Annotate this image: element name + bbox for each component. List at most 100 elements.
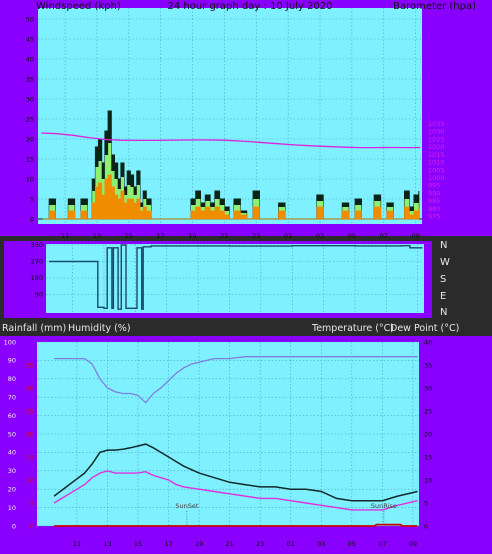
- rain-tick-label: 25: [26, 407, 34, 415]
- barometer-tick-label: 1010: [428, 159, 445, 167]
- wind-x-tick-label: 09: [411, 232, 419, 240]
- wind-y-tick-label: 30: [26, 95, 34, 103]
- rainfall-axis-label: Rainfall (mm): [2, 323, 66, 334]
- bottom-x-tick-label: 07: [378, 540, 386, 548]
- rainfall-series: [54, 523, 418, 527]
- rain-tick-label: 0: [30, 522, 34, 530]
- direction-tick-label: 360: [31, 241, 43, 249]
- humidity-tick-label: 60: [8, 412, 16, 420]
- temperature-tick-label: 25: [424, 407, 432, 415]
- barometer-tick-label: 1000: [428, 174, 445, 182]
- rain-tick-label: 35: [26, 361, 34, 369]
- dewpoint-series: [53, 470, 418, 511]
- bottom-x-tick-label: 23: [256, 540, 264, 548]
- compass-label-w: W: [440, 257, 450, 268]
- wind-y-tick-label: 20: [26, 135, 34, 143]
- wind-y-tick-label: 0: [30, 215, 34, 223]
- bottom-x-tick-label: 05: [348, 540, 356, 548]
- barometer-tick-label: 995: [428, 182, 440, 190]
- temperature-tick-label: 15: [424, 453, 432, 461]
- wind-x-tick-label: 13: [93, 232, 101, 240]
- humidity-tick-label: 100: [4, 338, 16, 346]
- temperature-tick-label: 5: [424, 499, 428, 507]
- humidity-tick-label: 0: [12, 522, 16, 530]
- bottom-x-tick-label: 17: [164, 540, 172, 548]
- rain-tick-label: 10: [26, 476, 34, 484]
- wind-x-tick-label: 17: [157, 232, 165, 240]
- rain-tick-label: 30: [26, 384, 34, 392]
- humidity-series: [54, 356, 418, 404]
- windspeed-axis-label: Windspeed (kph): [36, 1, 121, 12]
- barometer-axis-label: Barometer (hpa): [393, 1, 476, 12]
- bottom-x-tick-label: 03: [317, 540, 325, 548]
- temperature-tick-label: 30: [424, 384, 432, 392]
- wind-x-tick-label: 03: [316, 232, 324, 240]
- wind-direction-series: [49, 244, 423, 310]
- dewpoint-axis-label: Dew Point (°C): [390, 323, 459, 334]
- barometer-tick-label: 980: [428, 205, 440, 213]
- barometer-tick-label: 1025: [428, 135, 445, 143]
- wind-x-tick-label: 21: [220, 232, 228, 240]
- bottom-x-tick-label: 15: [134, 540, 142, 548]
- barometer-series: [41, 132, 421, 149]
- barometer-tick-label: 1020: [428, 143, 445, 151]
- humidity-tick-label: 40: [8, 449, 16, 457]
- temperature-tick-label: 20: [424, 430, 432, 438]
- humidity-tick-label: 10: [8, 504, 16, 512]
- rain-tick-label: 15: [26, 453, 34, 461]
- wind-y-tick-label: 25: [26, 115, 34, 123]
- direction-tick-label: 180: [31, 274, 43, 282]
- wind-y-tick-label: 5: [30, 195, 34, 203]
- compass-label-n-bottom: N: [440, 307, 447, 318]
- compass-label-n-top: N: [440, 240, 447, 251]
- wind-x-tick-label: 11: [61, 232, 69, 240]
- humidity-tick-label: 90: [8, 357, 16, 365]
- compass-label-e: E: [440, 291, 446, 302]
- rain-tick-label: 5: [30, 499, 34, 507]
- wind-x-tick-label: 15: [125, 232, 133, 240]
- wind-y-tick-label: 50: [26, 15, 34, 23]
- humidity-tick-label: 20: [8, 486, 16, 494]
- wind-y-tick-label: 45: [26, 35, 34, 43]
- wind-x-tick-label: 01: [284, 232, 292, 240]
- humidity-tick-label: 50: [8, 430, 16, 438]
- temperature-tick-label: 40: [424, 338, 432, 346]
- bottom-x-tick-label: 21: [226, 540, 234, 548]
- wind-x-tick-label: 07: [380, 232, 388, 240]
- wind-x-tick-label: 23: [252, 232, 260, 240]
- wind-x-tick-label: 05: [348, 232, 356, 240]
- graph-title: 24 hour graph day : 10 July 2020: [167, 1, 332, 12]
- humidity-tick-label: 80: [8, 375, 16, 383]
- humidity-tick-label: 30: [8, 467, 16, 475]
- temperature-axis-label: Temperature (°C): [311, 323, 394, 334]
- humidity-tick-label: 70: [8, 394, 16, 402]
- bottom-x-tick-label: 19: [195, 540, 203, 548]
- wind-y-tick-label: 15: [26, 155, 34, 163]
- bottom-x-tick-label: 11: [73, 540, 81, 548]
- annotation-sunset: SunSet: [175, 502, 198, 510]
- temperature-tick-label: 10: [424, 476, 432, 484]
- barometer-tick-label: 1030: [428, 128, 445, 136]
- wind-x-tick-label: 19: [188, 232, 196, 240]
- barometer-tick-label: 990: [428, 189, 440, 197]
- barometer-tick-label: 1035: [428, 120, 445, 128]
- barometer-tick-label: 1015: [428, 151, 445, 159]
- direction-tick-label: 90: [35, 291, 43, 299]
- bottom-x-tick-label: 13: [103, 540, 111, 548]
- rain-tick-label: 20: [26, 430, 34, 438]
- wind-y-tick-label: 10: [26, 175, 34, 183]
- direction-tick-label: 270: [31, 258, 43, 266]
- wind-y-tick-label: 40: [26, 55, 34, 63]
- bottom-x-tick-label: 09: [409, 540, 417, 548]
- humidity-axis-label: Humidity (%): [68, 323, 131, 334]
- annotation-sunrise: SunRise: [371, 502, 397, 510]
- temperature-series: [53, 443, 418, 502]
- temperature-tick-label: 0: [424, 522, 428, 530]
- wind-average-series: [42, 174, 420, 220]
- wind-y-tick-label: 35: [26, 75, 34, 83]
- barometer-tick-label: 985: [428, 197, 440, 205]
- temperature-tick-label: 35: [424, 361, 432, 369]
- barometer-tick-label: 1005: [428, 166, 445, 174]
